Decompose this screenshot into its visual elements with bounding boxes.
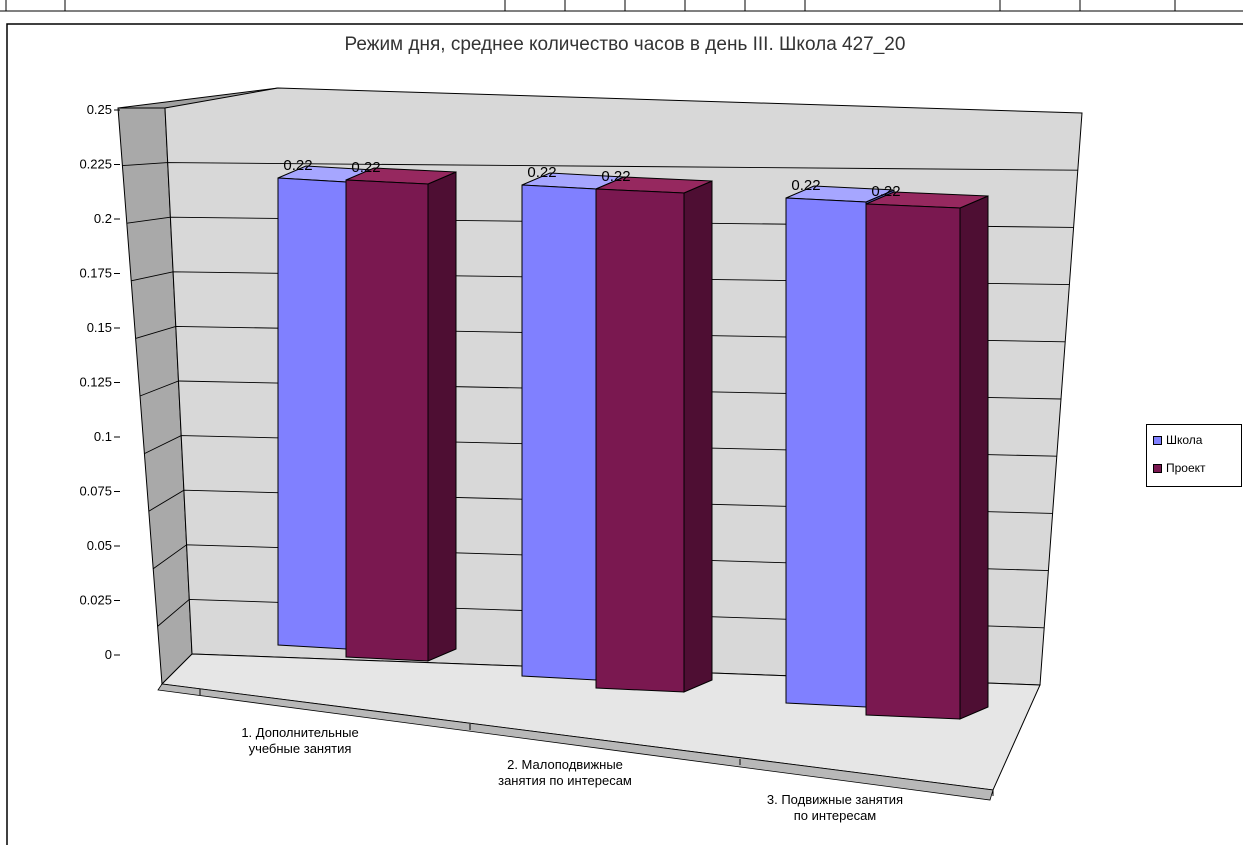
grid-line bbox=[148, 489, 1053, 514]
grid-line bbox=[152, 544, 1049, 572]
y-tick-label: 0.175 bbox=[79, 266, 112, 281]
legend-label-project: Проект bbox=[1166, 461, 1206, 475]
bar bbox=[345, 179, 429, 662]
grid-lines bbox=[122, 162, 1078, 629]
category-label: 2. Малоподвижные занятия по интересам bbox=[498, 757, 632, 788]
bar-side bbox=[683, 180, 713, 693]
data-label: 0.22 bbox=[791, 177, 820, 194]
legend-item-school: Школа bbox=[1153, 433, 1202, 447]
category-label: 1. Дополнительные учебные занятия bbox=[241, 725, 359, 756]
y-tick-label: 0.25 bbox=[87, 102, 112, 117]
data-label: 0.22 bbox=[527, 164, 556, 181]
grid-line bbox=[157, 598, 1045, 629]
y-tick-label: 0.125 bbox=[79, 375, 112, 390]
bar-side bbox=[427, 171, 457, 662]
grid-line bbox=[144, 435, 1057, 457]
grid-line bbox=[135, 325, 1066, 343]
y-tick-label: 0.2 bbox=[94, 211, 112, 226]
chart-title: Режим дня, среднее количество часов в де… bbox=[345, 34, 906, 55]
y-tick-label: 0.15 bbox=[87, 320, 112, 335]
bar bbox=[521, 184, 597, 681]
y-tick-label: 0.025 bbox=[79, 593, 112, 608]
bars bbox=[277, 165, 989, 720]
y-tick-label: 0.05 bbox=[87, 538, 112, 553]
legend-swatch-school bbox=[1153, 435, 1162, 445]
legend: Школа Проект bbox=[1146, 424, 1242, 487]
floor-front-edge bbox=[157, 683, 994, 801]
y-axis: 0 0.025 0.05 0.075 0.1 0.125 0.15 0.175 0.2 0.225… bbox=[79, 102, 994, 796]
legend-item-project: Проект bbox=[1153, 461, 1206, 475]
data-label: 0.22 bbox=[351, 159, 380, 176]
grid-line bbox=[131, 271, 1070, 286]
grid-line bbox=[126, 216, 1074, 228]
grid-line bbox=[122, 162, 1078, 171]
bar bbox=[277, 177, 347, 650]
spreadsheet-grid-strip bbox=[0, 0, 1243, 12]
bar bbox=[785, 197, 867, 708]
bar-side bbox=[959, 195, 989, 720]
data-label: 0.22 bbox=[283, 157, 312, 174]
bar bbox=[865, 203, 961, 720]
data-label: 0.22 bbox=[871, 183, 900, 200]
y-tick-label: 0.075 bbox=[79, 484, 112, 499]
legend-swatch-project bbox=[1153, 463, 1162, 473]
y-tick-label: 0 bbox=[105, 647, 112, 662]
bar bbox=[595, 188, 685, 693]
grid-line bbox=[139, 380, 1062, 400]
category-label: 3. Подвижные занятия по интересам bbox=[766, 792, 904, 823]
legend-label-school: Школа bbox=[1166, 433, 1203, 447]
bar-labels: 0.22 0.22 0.22 0.22 0.22 0.22 bbox=[283, 157, 900, 200]
data-label: 0.22 bbox=[601, 168, 630, 185]
y-tick-label: 0.1 bbox=[94, 429, 112, 444]
y-tick-label: 0.225 bbox=[79, 157, 112, 172]
